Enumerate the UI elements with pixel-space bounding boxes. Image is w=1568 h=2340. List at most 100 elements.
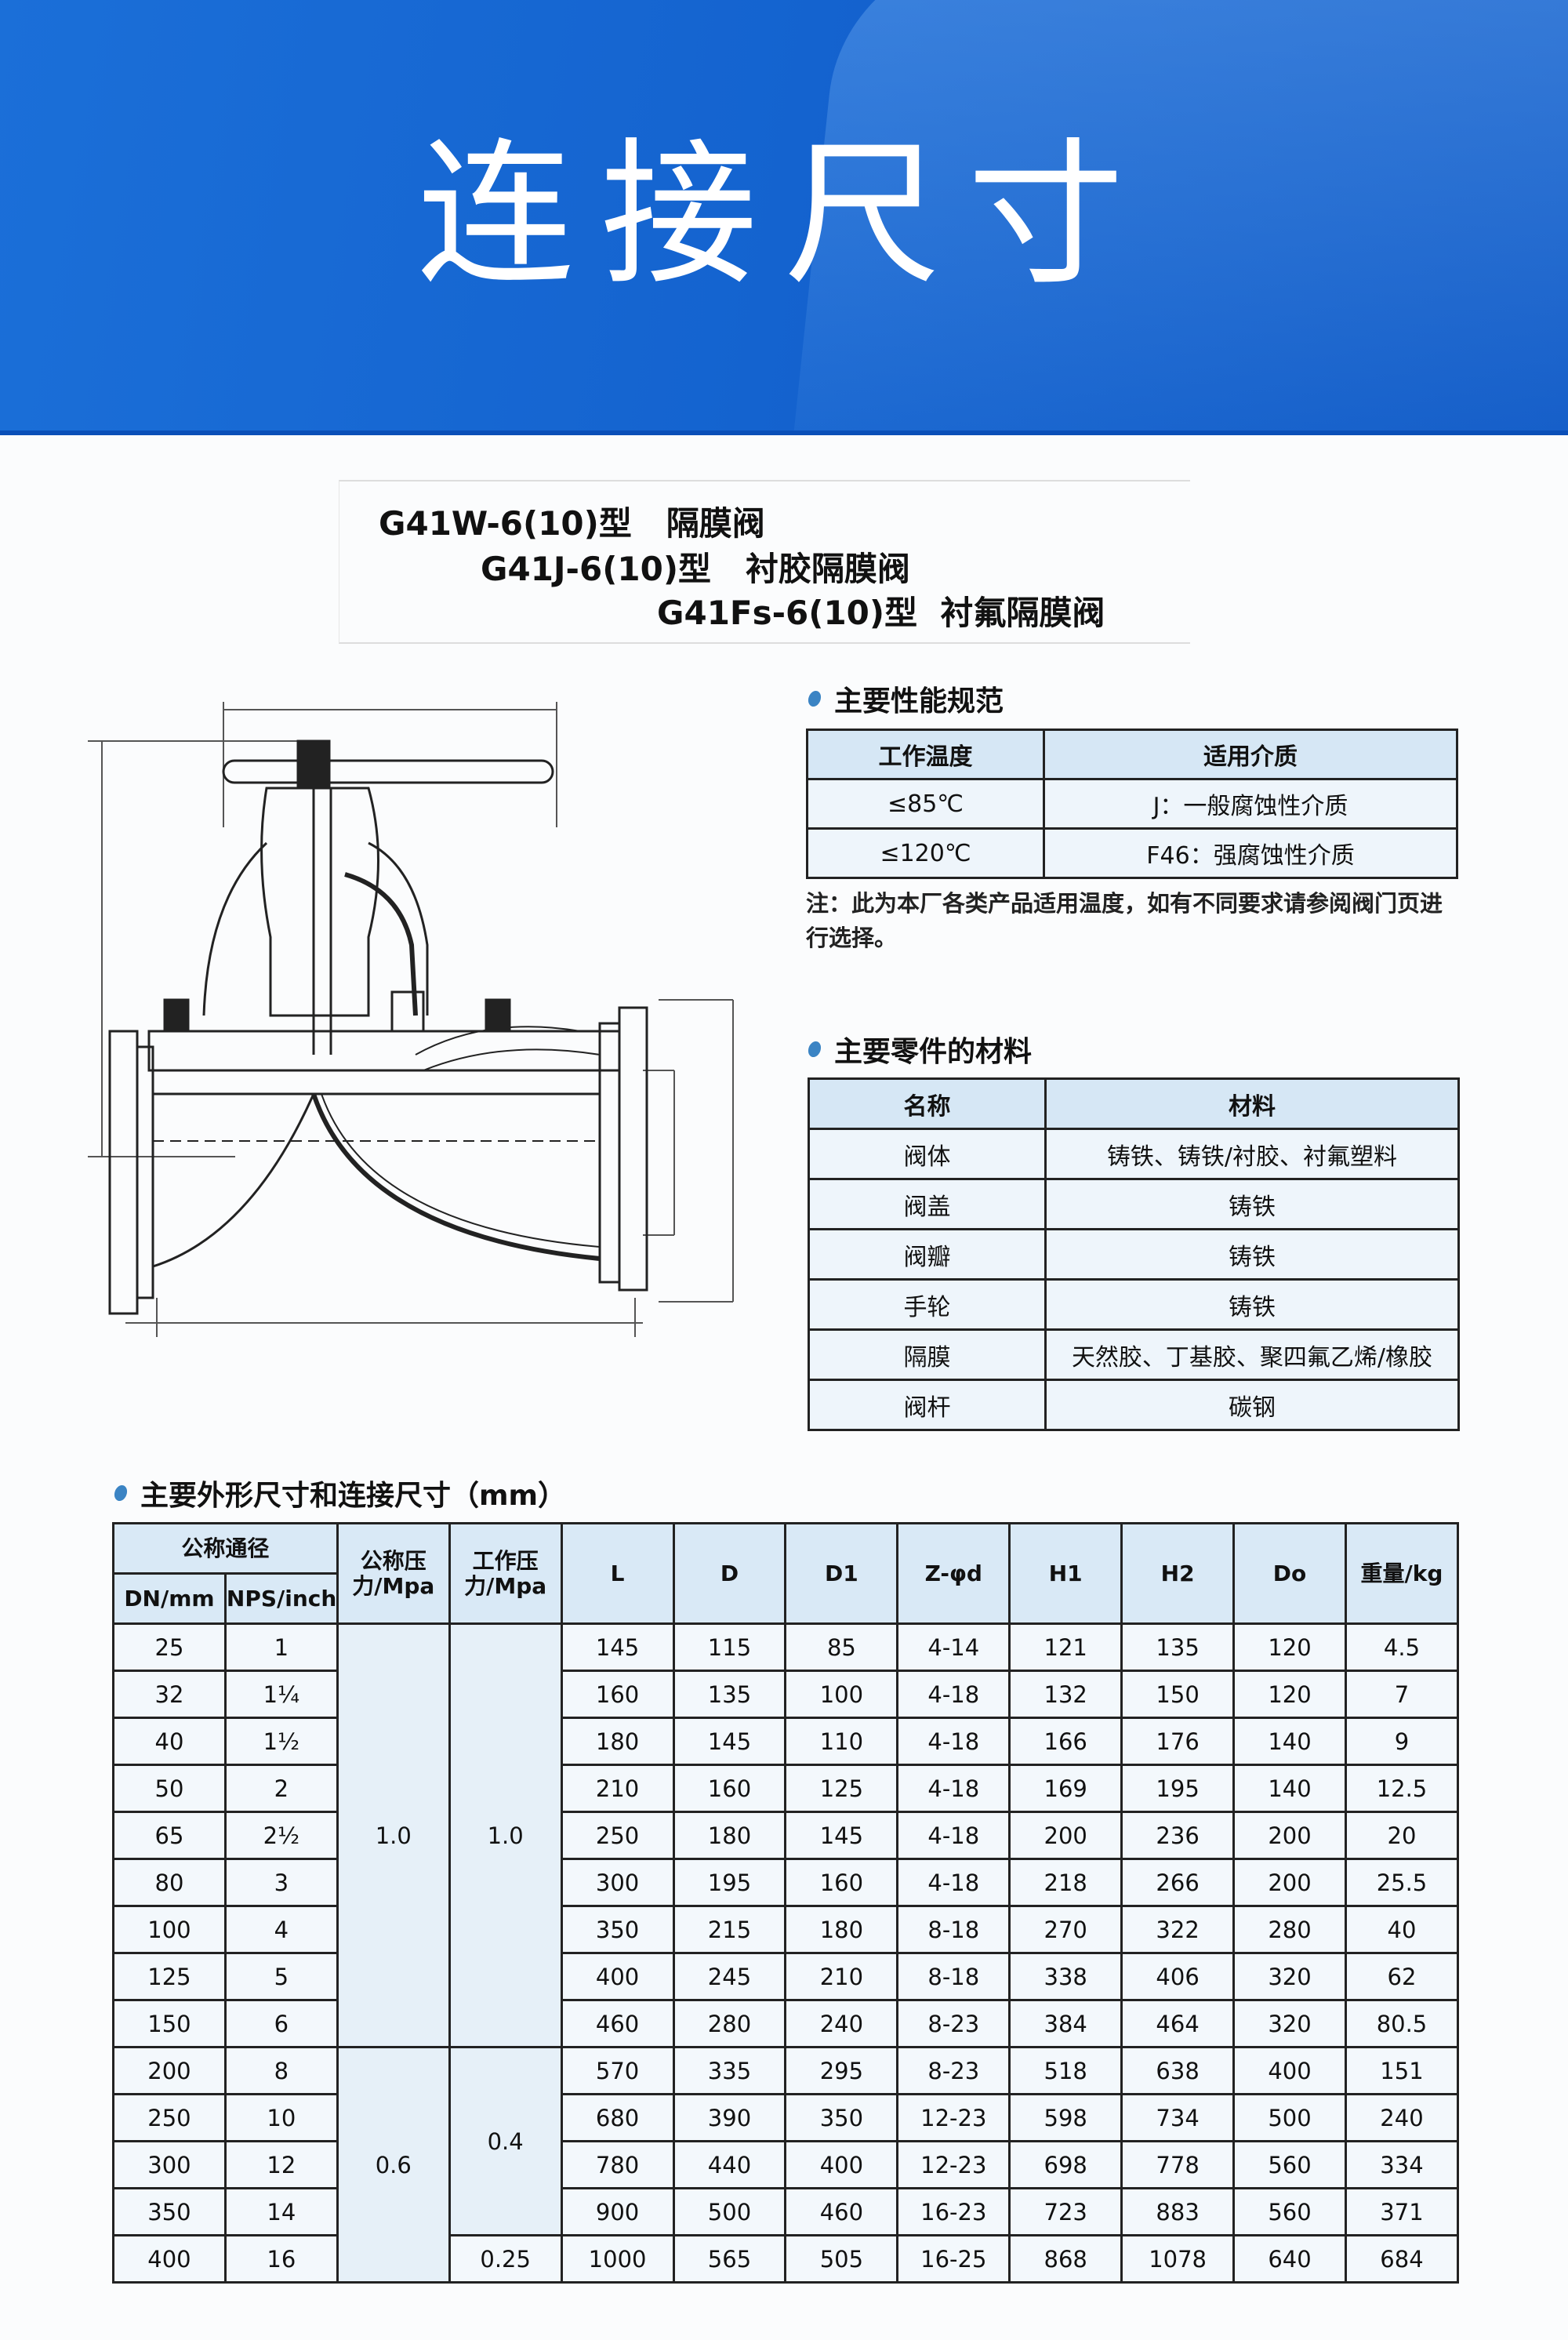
- table-cell: 1½: [223, 1717, 339, 1766]
- table-cell: 440: [672, 2140, 787, 2189]
- table-row: 阀盖 铸铁: [808, 1178, 1460, 1230]
- column-header: 材料: [1044, 1077, 1460, 1130]
- table-cell: 460: [784, 2187, 899, 2236]
- table-cell: 195: [1120, 1764, 1236, 1813]
- table-cell: 180: [560, 1717, 675, 1766]
- table-cell: 6: [223, 1999, 339, 2048]
- section-title: 主要零件的材料: [834, 1036, 1033, 1068]
- table-cell: 阀盖: [808, 1178, 1047, 1230]
- table-cell: 883: [1120, 2187, 1236, 2236]
- column-header: 公称通径: [112, 1522, 339, 1575]
- table-cell: 1078: [1120, 2234, 1236, 2284]
- table-cell: 135: [1120, 1622, 1236, 1672]
- table-cell: 169: [1008, 1764, 1123, 1813]
- table-cell: 500: [672, 2187, 787, 2236]
- table-cell: 335: [672, 2046, 787, 2095]
- column-header: DN/mm: [112, 1572, 227, 1625]
- table-cell: 121: [1008, 1622, 1123, 1672]
- table-row: 250 10 680 390 350 12-23 598 734 500 240: [112, 2093, 1460, 2142]
- table-row: 300 12 780 440 400 12-23 698 778 560 334: [112, 2140, 1460, 2189]
- nominal-pressure-cell: 1.0: [336, 1622, 451, 2048]
- table-cell: 200: [1008, 1811, 1123, 1860]
- table-cell: 638: [1120, 2046, 1236, 2095]
- nominal-pressure-cell: 0.6: [336, 2046, 451, 2284]
- table-cell: 100: [784, 1670, 899, 1719]
- table-cell: 334: [1344, 2140, 1460, 2189]
- table-cell: 200: [1232, 1811, 1347, 1860]
- table-cell: 160: [672, 1764, 787, 1813]
- table-cell: 1000: [560, 2234, 675, 2284]
- table-cell: 245: [672, 1952, 787, 2001]
- table-cell: 300: [560, 1858, 675, 1907]
- table-cell: 4-18: [896, 1670, 1011, 1719]
- table-cell: 350: [112, 2187, 227, 2236]
- table-cell: 50: [112, 1764, 227, 1813]
- table-row: 32 1¼ 160 135 100 4-18 132 150 120 7: [112, 1670, 1460, 1719]
- table-cell: 40: [1344, 1905, 1460, 1954]
- table-cell: 125: [784, 1764, 899, 1813]
- table-cell: 天然胶、丁基胶、聚四氟乙烯/橡胶: [1044, 1328, 1460, 1381]
- header-banner: 连接尺寸: [0, 0, 1568, 435]
- table-cell: 680: [560, 2093, 675, 2142]
- materials-heading: 主要零件的材料: [805, 1029, 1033, 1070]
- table-cell: 8-23: [896, 2046, 1011, 2095]
- diamond-bullet-icon: [111, 1481, 130, 1505]
- table-row: 125 5 400 245 210 8-18 338 406 320 62: [112, 1952, 1460, 2001]
- table-cell: 505: [784, 2234, 899, 2284]
- table-cell: 140: [1232, 1717, 1347, 1766]
- table-cell: 16: [223, 2234, 339, 2284]
- table-cell: 10: [223, 2093, 339, 2142]
- table-cell: 300: [112, 2140, 227, 2189]
- performance-note: 注：此为本厂各类产品适用温度，如有不同要求请参阅阀门页进行选择。: [806, 890, 1443, 951]
- table-cell: 320: [1232, 1999, 1347, 2048]
- page-title: 连接尺寸: [416, 124, 1151, 307]
- table-row: 100 4 350 215 180 8-18 270 322 280 40: [112, 1905, 1460, 1954]
- table-cell: 240: [1344, 2093, 1460, 2142]
- table-cell: 200: [112, 2046, 227, 2095]
- table-cell: 560: [1232, 2140, 1347, 2189]
- table-cell: J：一般腐蚀性介质: [1043, 778, 1458, 830]
- table-cell: 780: [560, 2140, 675, 2189]
- table-cell: 160: [560, 1670, 675, 1719]
- table-cell: 135: [672, 1670, 787, 1719]
- table-cell: 1: [223, 1622, 339, 1672]
- table-cell: 464: [1120, 1999, 1236, 2048]
- table-cell: 铸铁: [1044, 1178, 1460, 1230]
- column-header: D1: [784, 1522, 899, 1625]
- table-cell: 14: [223, 2187, 339, 2236]
- valve-drawing: [88, 702, 734, 1337]
- table-cell: 400: [784, 2140, 899, 2189]
- table-cell: 4.5: [1344, 1622, 1460, 1672]
- table-cell: 240: [784, 1999, 899, 2048]
- table-cell: 210: [784, 1952, 899, 2001]
- table-cell: 210: [560, 1764, 675, 1813]
- column-header: 工作温度: [806, 729, 1045, 780]
- table-cell: 350: [784, 2093, 899, 2142]
- table-cell: 140: [1232, 1764, 1347, 1813]
- table-cell: 900: [560, 2187, 675, 2236]
- table-cell: 384: [1008, 1999, 1123, 2048]
- table-cell: 阀体: [808, 1128, 1047, 1180]
- table-cell: 手轮: [808, 1278, 1047, 1331]
- table-row: 隔膜 天然胶、丁基胶、聚四氟乙烯/橡胶: [808, 1328, 1460, 1381]
- diamond-bullet-icon: [805, 687, 824, 710]
- table-row: 手轮 铸铁: [808, 1278, 1460, 1331]
- table-cell: 570: [560, 2046, 675, 2095]
- table-row: 350 14 900 500 460 16-23 723 883 560 371: [112, 2187, 1460, 2236]
- column-header: NPS/inch: [223, 1572, 339, 1625]
- model-line: G41Fs-6(10)型 衬氟隔膜阀: [657, 587, 1105, 634]
- section-title: 主要外形尺寸和连接尺寸（mm）: [140, 1480, 567, 1512]
- table-cell: 62: [1344, 1952, 1460, 2001]
- table-row: 200 8 0.6 0.4 570 335 295 8-23 518 638 400 151: [112, 2046, 1460, 2284]
- performance-heading: 主要性能规范: [805, 678, 1004, 719]
- table-cell: 560: [1232, 2187, 1347, 2236]
- table-cell: 371: [1344, 2187, 1460, 2236]
- model-name: 衬胶隔膜阀: [745, 550, 910, 588]
- table-cell: 723: [1008, 2187, 1123, 2236]
- table-cell: 460: [560, 1999, 675, 2048]
- table-cell: 80: [112, 1858, 227, 1907]
- model-list: G41W-6(10)型 隔膜阀 G41J-6(10)型 衬胶隔膜阀 G41Fs-…: [339, 480, 1190, 644]
- table-cell: 8-18: [896, 1905, 1011, 1954]
- table-cell: 85: [784, 1622, 899, 1672]
- working-pressure-cell: 0.4: [448, 2046, 563, 2236]
